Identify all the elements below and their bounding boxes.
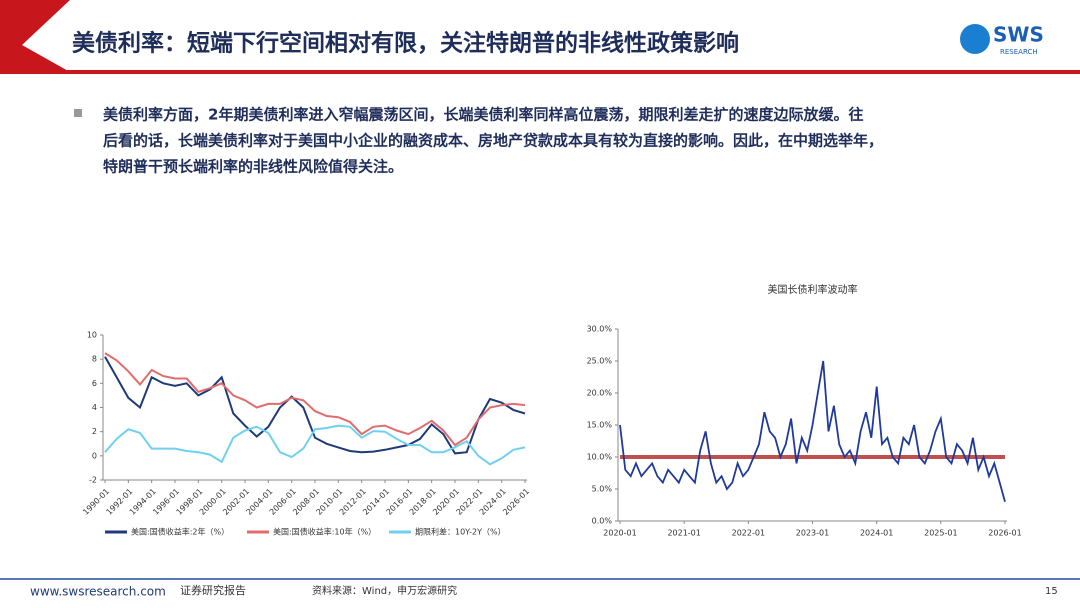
x-tick-label: 2022-01 <box>732 529 765 538</box>
x-tick-label: 2023-01 <box>796 529 829 538</box>
legend-label: 美国:国债收益率:2年（%） <box>131 527 229 537</box>
bullet-line: 美债利率方面，2年期美债利率进入窄幅震荡区间，长端美债利率同样高位震荡，期限利差… <box>103 106 863 124</box>
chart-title: 美国长债利率波动率 <box>768 283 858 296</box>
y-tick-label: 15.0% <box>587 421 613 430</box>
y-tick-label: 4 <box>92 403 97 412</box>
y-tick-label: 25.0% <box>587 357 613 366</box>
series-line <box>104 424 526 466</box>
bullet-line: 特朗普干预长端利率的非线性风险值得关注。 <box>103 158 403 176</box>
header-rule <box>0 70 1080 74</box>
logo-name: SWS <box>993 23 1044 47</box>
series-line <box>104 352 526 447</box>
y-tick-label: 30.0% <box>587 325 613 334</box>
x-tick-label: 2026-01 <box>988 529 1021 538</box>
page-number: 15 <box>1045 586 1058 597</box>
header-band <box>0 0 70 72</box>
logo-sub: RESEARCH <box>1000 48 1038 56</box>
y-tick-label: 5.0% <box>592 485 613 494</box>
bullet-line: 后看的话，长端美债利率对于美国中小企业的融资成本、房地产贷款成本具有较为直接的影… <box>103 132 883 150</box>
y-tick-label: 10.0% <box>587 453 613 462</box>
y-tick-label: 10 <box>87 331 97 340</box>
slide-title: 美债利率：短端下行空间相对有限，关注特朗普的非线性政策影响 <box>72 30 739 57</box>
logo-icon <box>960 24 990 54</box>
footer-site: www.swsresearch.com <box>30 585 166 599</box>
y-tick-label: 0.0% <box>592 517 613 526</box>
legend-label: 美国:国债收益率:10年（%） <box>273 527 376 537</box>
x-tick-label: 2020-01 <box>603 529 636 538</box>
series-line <box>104 356 526 455</box>
x-tick-label: 2025-01 <box>924 529 957 538</box>
legend-label: 期限利差：10Y-2Y（%） <box>415 527 506 537</box>
y-tick-label: 2 <box>92 427 97 436</box>
x-tick-label: 2021-01 <box>667 529 700 538</box>
y-tick-label: 20.0% <box>587 389 613 398</box>
footer-kind: 证券研究报告 <box>180 583 246 597</box>
series-line <box>619 360 1006 503</box>
y-tick-label: -2 <box>89 476 97 485</box>
footer-source: 资料来源：Wind，申万宏源研究 <box>312 584 457 597</box>
y-tick-label: 8 <box>92 355 97 364</box>
y-tick-label: 0 <box>92 451 97 460</box>
bullet-marker <box>74 109 82 117</box>
x-tick-label: 2024-01 <box>860 529 893 538</box>
y-tick-label: 6 <box>92 379 97 388</box>
